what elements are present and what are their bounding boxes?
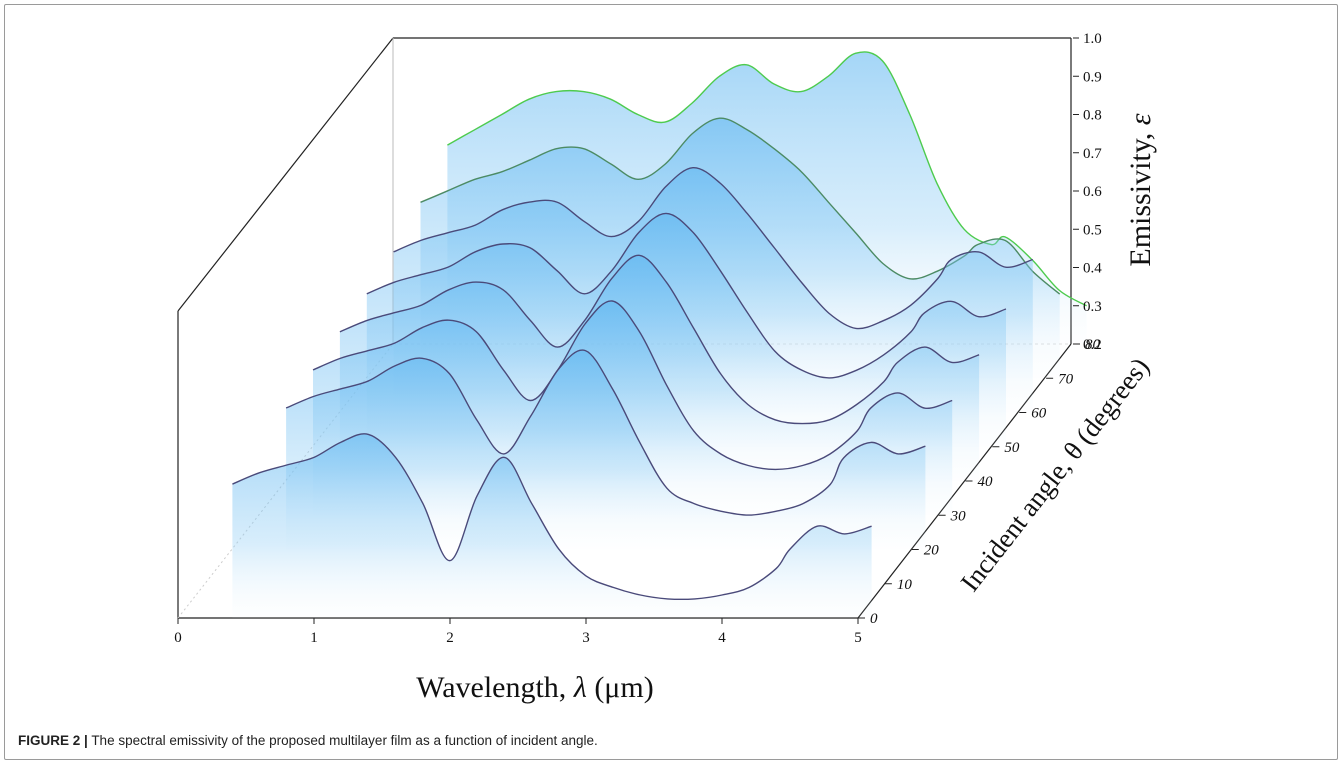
emissivity-curve-30deg: [312, 300, 953, 471]
angle-tick-label: 80: [1085, 337, 1101, 353]
angle-tick-label: 50: [1004, 440, 1020, 456]
emissivity-tick-label: 0.5: [1083, 222, 1102, 238]
emissivity-curve-0deg: [232, 433, 872, 601]
emissivity-curves: [232, 51, 1087, 618]
emissivity-curve-50deg: [366, 212, 1007, 379]
angle-tick-label: 0: [870, 611, 878, 627]
x-tick-label: 1: [310, 630, 318, 646]
axis-ticks: 0 1 2 3 4 5 0.2 0.3 0.4 0.5 0.6 0.7 0.8 0.9 1.0 0 10 20 30…: [174, 31, 1102, 646]
emissivity-tick-label: 0.6: [1083, 184, 1102, 200]
x-tick-label: 5: [854, 630, 862, 646]
emissivity-tick-label: 0.4: [1083, 261, 1102, 277]
curve-fill-0deg: [232, 433, 872, 618]
emissivity-tick-label: 0.3: [1083, 299, 1102, 315]
x-tick-label: 0: [174, 630, 182, 646]
x-tick-label: 2: [446, 630, 454, 646]
curve-fill-20deg: [286, 350, 926, 550]
emissivity-tick-label: 0.8: [1083, 108, 1102, 124]
angle-tick-label: 70: [1058, 371, 1074, 387]
angle-tick-label: 20: [924, 543, 940, 559]
emissivity-axis-title: Emissivity, ε: [1124, 113, 1157, 266]
emissivity-tick-label: 0.9: [1083, 69, 1102, 85]
emissivity-curve-40deg: [339, 254, 980, 425]
angle-tick-label: 40: [978, 474, 994, 490]
figure-caption-text: The spectral emissivity of the proposed …: [91, 733, 598, 748]
emissivity-curve-60deg: [393, 166, 1034, 330]
figure-caption-label: FIGURE 2 |: [18, 733, 88, 748]
emissivity-tick-label: 0.7: [1083, 146, 1102, 162]
angle-tick-label: 60: [1031, 406, 1047, 422]
emissivity-axis-title-symbol: ε: [1124, 113, 1157, 125]
figure-caption: FIGURE 2 | The spectral emissivity of th…: [18, 733, 598, 748]
x-tick-label: 3: [582, 630, 590, 646]
emissivity-tick-label: 1.0: [1083, 31, 1102, 47]
x-axis-title-symbol: λ: [573, 671, 587, 704]
x-tick-label: 4: [718, 630, 726, 646]
left-depth-line: [177, 37, 394, 312]
emissivity-curve-20deg: [285, 349, 926, 516]
x-axis-title: Wavelength, λ (μm): [416, 671, 653, 704]
emissivity-tick-label: 0.2: [1083, 337, 1102, 353]
figure-frame: [4, 4, 1338, 760]
angle-tick-label: 10: [897, 577, 913, 593]
angle-tick-label: 30: [950, 508, 967, 524]
